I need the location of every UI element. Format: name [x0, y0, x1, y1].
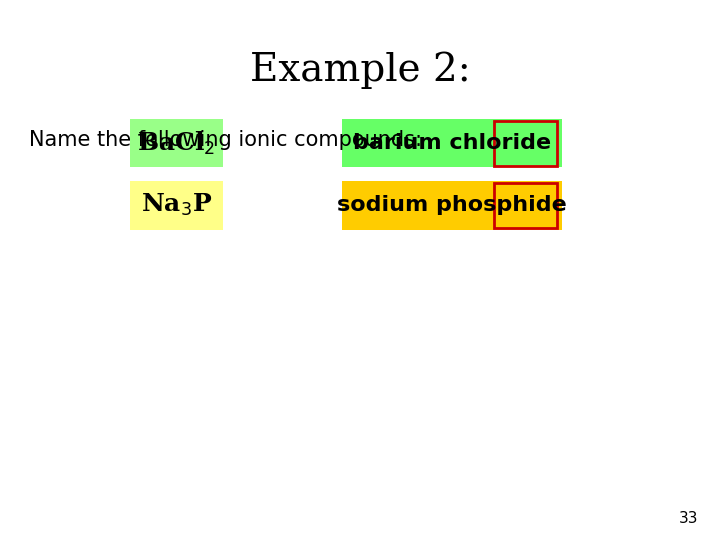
- Text: Name the following ionic compounds:: Name the following ionic compounds:: [29, 130, 422, 151]
- Text: barium chloride: barium chloride: [353, 133, 551, 153]
- FancyBboxPatch shape: [130, 181, 223, 230]
- Text: Na$_3$P: Na$_3$P: [141, 192, 212, 218]
- FancyBboxPatch shape: [130, 119, 223, 167]
- Text: BaCl$_2$: BaCl$_2$: [138, 130, 215, 157]
- Text: sodium phosphide: sodium phosphide: [337, 195, 567, 215]
- FancyBboxPatch shape: [342, 119, 562, 167]
- FancyBboxPatch shape: [342, 181, 562, 230]
- Text: 33: 33: [679, 511, 698, 526]
- Text: Example 2:: Example 2:: [250, 51, 470, 89]
